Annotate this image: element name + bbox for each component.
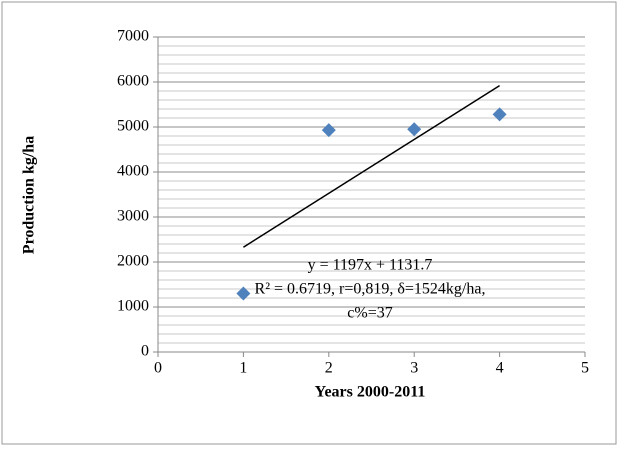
y-tick-label: 0: [141, 343, 149, 360]
point: [321, 123, 336, 138]
y-axis-title: Production kg/ha: [21, 136, 38, 254]
y-tick-label: 7000: [117, 28, 149, 45]
annotation: c%=37: [347, 305, 392, 322]
y-tick-label: 3000: [117, 208, 149, 225]
point: [236, 286, 251, 301]
x-tick-label: 3: [410, 360, 418, 377]
x-tick-label: 1: [239, 360, 247, 377]
x-tick-label: 0: [154, 360, 162, 377]
y-tick-label: 6000: [117, 73, 149, 90]
x-axis-title: Years 2000-2011: [315, 384, 426, 401]
y-tick-label: 4000: [117, 163, 149, 180]
point: [407, 122, 422, 137]
x-tick-label: 5: [581, 360, 589, 377]
point: [492, 107, 507, 122]
x-tick-label: 2: [325, 360, 333, 377]
x-tick-label: 4: [496, 360, 504, 377]
y-tick-label: 2000: [117, 253, 149, 270]
chart-frame: [1, 1, 617, 445]
trendline: [242, 84, 501, 248]
y-tick-label: 1000: [117, 298, 149, 315]
y-tick-label: 5000: [117, 118, 149, 135]
annotation: R² = 0.6719, r=0,819, δ=1524kg/ha,: [255, 281, 486, 298]
annotation: y = 1197x + 1131.7: [308, 257, 433, 274]
